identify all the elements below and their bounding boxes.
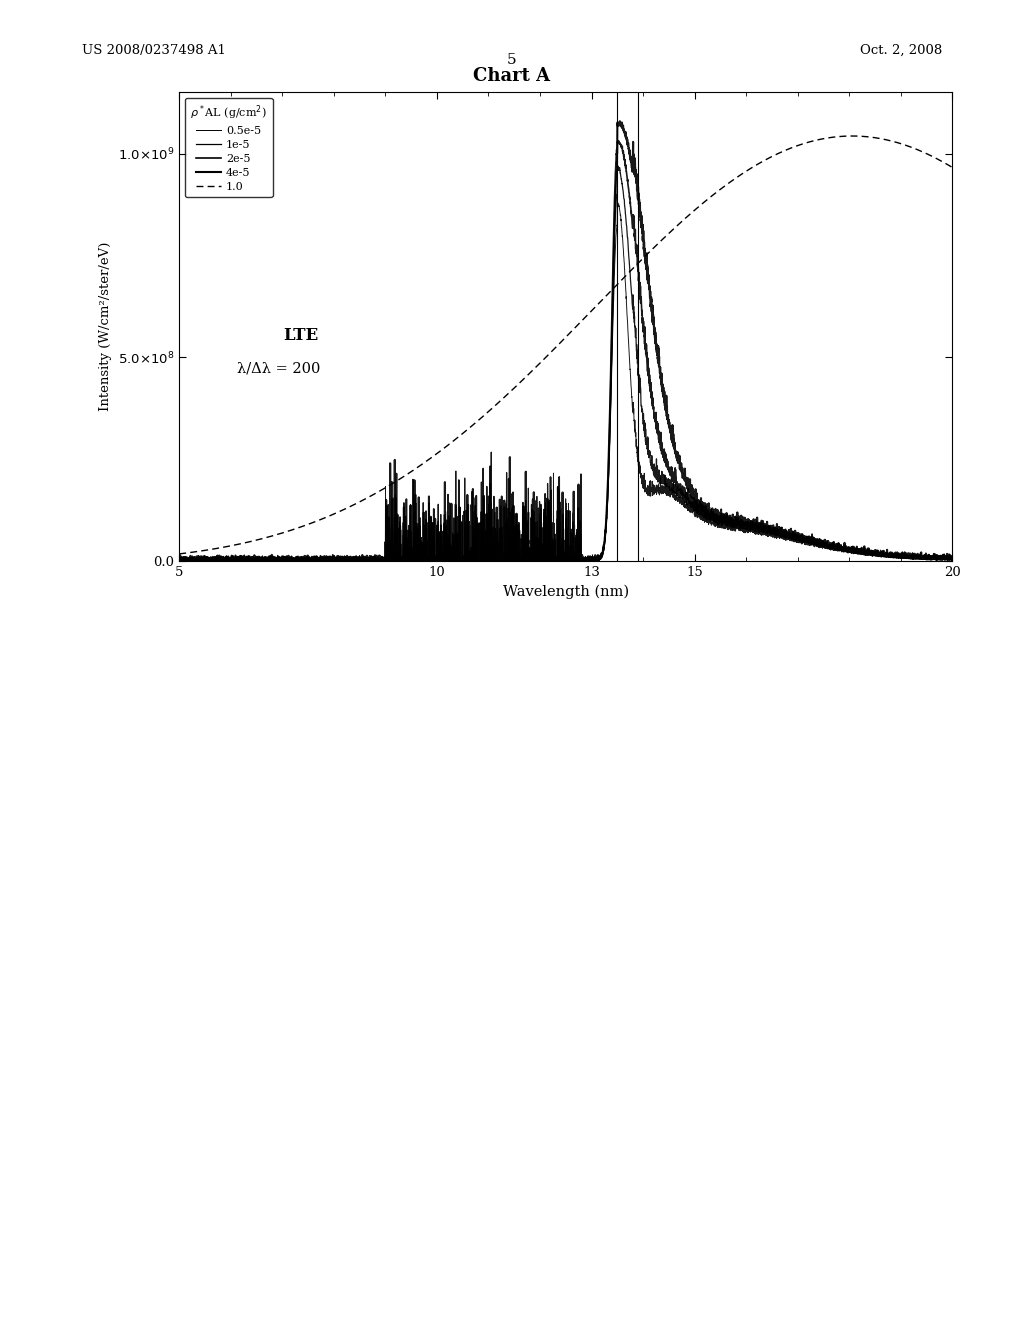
Text: Chart A: Chart A — [473, 67, 551, 86]
Y-axis label: Intensity (W/cm²/ster/eV): Intensity (W/cm²/ster/eV) — [99, 242, 113, 412]
Text: LTE: LTE — [284, 327, 318, 343]
Text: 5: 5 — [507, 53, 517, 67]
Text: Oct. 2, 2008: Oct. 2, 2008 — [860, 44, 942, 57]
Text: US 2008/0237498 A1: US 2008/0237498 A1 — [82, 44, 226, 57]
X-axis label: Wavelength (nm): Wavelength (nm) — [503, 585, 629, 599]
Text: λ/Δλ = 200: λ/Δλ = 200 — [238, 362, 321, 376]
Legend: 0.5e-5, 1e-5, 2e-5, 4e-5, 1.0: 0.5e-5, 1e-5, 2e-5, 4e-5, 1.0 — [184, 98, 272, 197]
